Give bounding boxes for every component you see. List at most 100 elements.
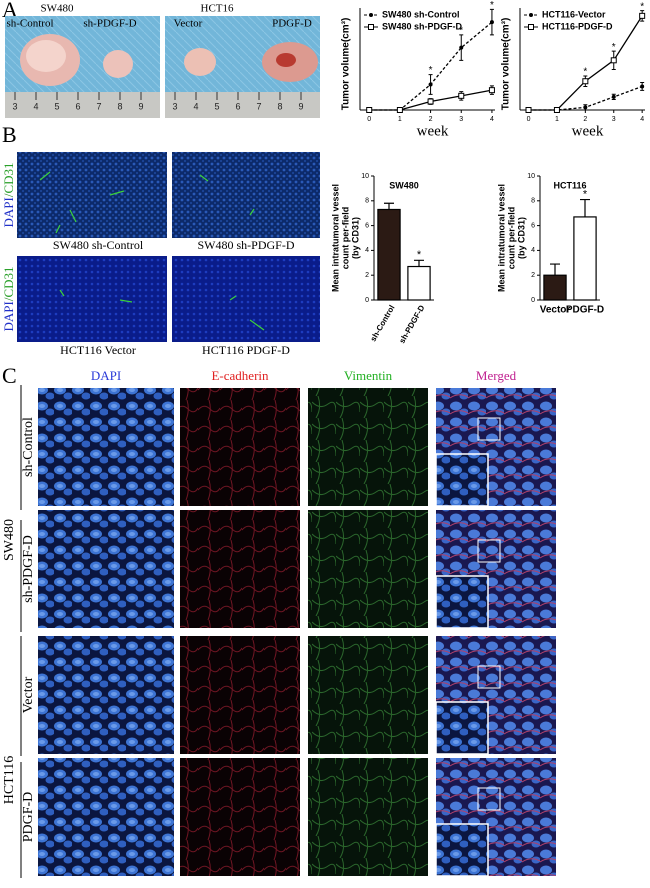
zoom-box bbox=[477, 665, 501, 689]
column-header: E-cadherin bbox=[211, 368, 269, 383]
micrograph bbox=[180, 388, 300, 506]
significance: * bbox=[490, 0, 494, 11]
y-axis-label: Mean intratumoral vessel bbox=[496, 184, 506, 292]
x-tick-label: PDGF-D bbox=[566, 305, 604, 316]
inset bbox=[435, 701, 489, 755]
x-axis-label: week bbox=[572, 123, 604, 139]
micrograph bbox=[180, 510, 300, 628]
x-tick-label: 3 bbox=[459, 116, 463, 123]
point bbox=[583, 105, 588, 110]
stain-slash: / bbox=[1, 193, 16, 197]
point bbox=[525, 107, 532, 113]
y-axis-label: Mean intratumoral vessel bbox=[330, 184, 340, 292]
cd31-image bbox=[17, 152, 167, 238]
point bbox=[488, 87, 495, 94]
y-tick-label: 4 bbox=[531, 247, 535, 254]
stain-label: DAPI/CD31 bbox=[1, 266, 16, 331]
y-tick-label: 8 bbox=[531, 198, 535, 205]
stain-cd31: CD31 bbox=[1, 266, 16, 297]
point bbox=[458, 92, 465, 99]
error-bar bbox=[580, 198, 590, 217]
photo-label: Vector bbox=[174, 18, 203, 30]
point bbox=[610, 57, 617, 64]
cd31-image bbox=[17, 256, 167, 342]
panel-label: C bbox=[2, 363, 17, 388]
y-axis-label: (by CD31) bbox=[350, 217, 360, 259]
micrograph bbox=[180, 636, 300, 754]
ruler-number: 9 bbox=[298, 101, 303, 111]
x-tick-label: 1 bbox=[398, 116, 402, 123]
column-header: Merged bbox=[476, 368, 517, 383]
ruler-number: 7 bbox=[256, 101, 261, 111]
point bbox=[366, 107, 373, 113]
error-bar bbox=[414, 259, 424, 267]
micrograph bbox=[38, 758, 174, 876]
x-tick-label: 3 bbox=[612, 116, 616, 123]
zoom-box bbox=[477, 787, 501, 811]
significance: * bbox=[640, 1, 644, 12]
point bbox=[428, 82, 433, 87]
zoom-box bbox=[477, 417, 501, 441]
y-tick-label: 4 bbox=[365, 247, 369, 254]
bar bbox=[573, 216, 597, 301]
ruler-number: 6 bbox=[75, 101, 80, 111]
y-axis-label: count per-field bbox=[506, 207, 516, 270]
row-label: PDGF-D bbox=[21, 792, 36, 843]
point bbox=[489, 20, 494, 25]
bar bbox=[543, 274, 567, 301]
chart-title: HCT116 bbox=[553, 180, 586, 190]
stain-dapi: DAPI bbox=[1, 197, 16, 227]
point bbox=[582, 78, 589, 85]
row-label: Vector bbox=[21, 676, 36, 713]
micrograph bbox=[180, 758, 300, 876]
significance: * bbox=[612, 42, 616, 53]
micrograph bbox=[38, 388, 174, 506]
point bbox=[553, 107, 560, 113]
ruler-number: 4 bbox=[33, 101, 38, 111]
x-tick-label: sh-Control bbox=[369, 304, 397, 344]
x-tick-label: 2 bbox=[429, 116, 433, 123]
row-label: sh-Control bbox=[21, 417, 36, 477]
error-bar bbox=[384, 202, 394, 210]
ruler-number: 8 bbox=[277, 101, 282, 111]
micrograph bbox=[308, 636, 428, 754]
y-tick-label: 6 bbox=[531, 222, 535, 229]
stain-cd31: CD31 bbox=[1, 162, 16, 193]
cd31-image bbox=[172, 256, 320, 342]
ruler-number: 3 bbox=[172, 101, 177, 111]
group-label: HCT116 bbox=[2, 756, 17, 804]
x-tick-label: sh-PDGF-D bbox=[397, 303, 426, 345]
micrograph bbox=[308, 758, 428, 876]
x-tick-label: 0 bbox=[527, 116, 531, 123]
legend-marker bbox=[529, 13, 533, 17]
y-tick-label: 10 bbox=[527, 173, 535, 180]
micrograph bbox=[38, 636, 174, 754]
column-header: Vimentin bbox=[344, 368, 393, 383]
tumor-photo bbox=[165, 16, 320, 118]
inset bbox=[435, 575, 489, 629]
ruler-number: 7 bbox=[96, 101, 101, 111]
bar bbox=[407, 265, 431, 301]
ruler-number: 3 bbox=[12, 101, 17, 111]
y-tick-label: 6 bbox=[365, 222, 369, 229]
x-tick-label: 4 bbox=[490, 116, 494, 123]
error-bar bbox=[550, 263, 560, 276]
photo-label: sh-PDGF-D bbox=[83, 18, 136, 30]
zoom-box bbox=[477, 539, 501, 563]
legend-marker bbox=[528, 24, 534, 30]
stain-dapi: DAPI bbox=[1, 301, 16, 331]
y-tick-label: 2 bbox=[531, 272, 535, 279]
photo-title: HCT16 bbox=[201, 3, 235, 15]
vessel-stain bbox=[39, 171, 265, 331]
bar bbox=[377, 208, 401, 301]
group-label: SW480 bbox=[2, 519, 17, 561]
significance: * bbox=[459, 26, 463, 37]
legend-marker bbox=[369, 13, 373, 17]
photo-title: SW480 bbox=[41, 3, 75, 15]
image-caption: SW480 sh-Control bbox=[53, 238, 144, 252]
legend-label: HCT116-PDGF-D bbox=[542, 21, 613, 31]
tumor-photo bbox=[5, 16, 160, 118]
legend-marker bbox=[368, 24, 374, 30]
micrograph bbox=[38, 510, 174, 628]
